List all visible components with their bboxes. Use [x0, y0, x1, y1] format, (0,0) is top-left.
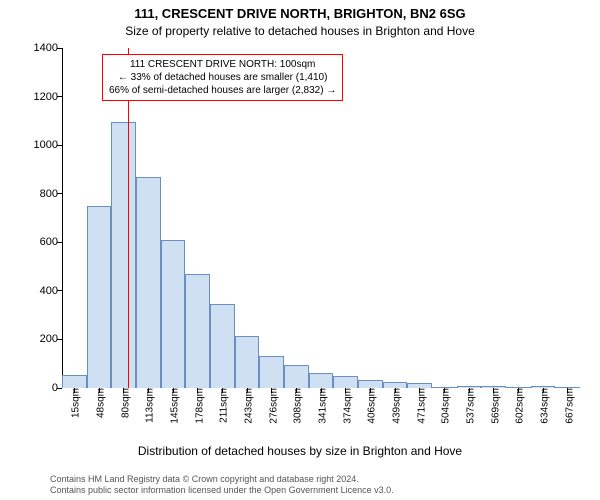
plot-area: 020040060080010001200140015sqm48sqm80sqm…	[62, 48, 580, 388]
histogram-bar	[259, 356, 284, 388]
histogram-bar	[161, 240, 186, 388]
y-axis-line	[62, 48, 63, 388]
x-tick-label: 80sqm	[116, 388, 131, 418]
chart-title-line1: 111, CRESCENT DRIVE NORTH, BRIGHTON, BN2…	[0, 6, 600, 21]
y-tick-label: 1000	[26, 139, 62, 151]
footer-line1: Contains HM Land Registry data © Crown c…	[50, 474, 394, 485]
x-tick-label: 145sqm	[166, 388, 181, 424]
footer-attribution: Contains HM Land Registry data © Crown c…	[50, 474, 394, 497]
x-tick-label: 569sqm	[486, 388, 501, 424]
y-tick-label: 600	[26, 236, 62, 248]
annotation-line3: 66% of semi-detached houses are larger (…	[109, 84, 336, 97]
histogram-bar	[185, 274, 210, 388]
histogram-bar	[309, 373, 334, 388]
x-tick-label: 471sqm	[412, 388, 427, 424]
x-axis-label: Distribution of detached houses by size …	[0, 444, 600, 458]
x-tick-label: 439sqm	[388, 388, 403, 424]
y-tick-label: 0	[26, 382, 62, 394]
histogram-bar	[136, 177, 161, 388]
x-tick-label: 308sqm	[289, 388, 304, 424]
x-tick-label: 243sqm	[240, 388, 255, 424]
x-tick-label: 537sqm	[462, 388, 477, 424]
y-tick-label: 1200	[26, 91, 62, 103]
x-tick-label: 276sqm	[264, 388, 279, 424]
x-tick-label: 374sqm	[338, 388, 353, 424]
x-tick-label: 48sqm	[92, 388, 107, 418]
x-tick-label: 15sqm	[67, 388, 82, 418]
chart-title-line2: Size of property relative to detached ho…	[0, 24, 600, 38]
chart-container: 111, CRESCENT DRIVE NORTH, BRIGHTON, BN2…	[0, 0, 600, 500]
annotation-box: 111 CRESCENT DRIVE NORTH: 100sqm← 33% of…	[102, 54, 343, 101]
histogram-bar	[235, 336, 260, 388]
histogram-bar	[284, 365, 309, 388]
y-tick-label: 200	[26, 333, 62, 345]
histogram-bar	[111, 122, 136, 388]
footer-line2: Contains public sector information licen…	[50, 485, 394, 496]
histogram-bar	[87, 206, 112, 388]
y-tick-label: 400	[26, 285, 62, 297]
histogram-bar	[210, 304, 235, 388]
x-tick-label: 178sqm	[190, 388, 205, 424]
annotation-line2: ← 33% of detached houses are smaller (1,…	[109, 71, 336, 84]
histogram-bar	[62, 375, 87, 388]
histogram-bar	[333, 376, 358, 388]
x-tick-label: 667sqm	[560, 388, 575, 424]
x-tick-label: 341sqm	[314, 388, 329, 424]
annotation-line1: 111 CRESCENT DRIVE NORTH: 100sqm	[109, 58, 336, 71]
y-tick-label: 1400	[26, 42, 62, 54]
x-tick-label: 634sqm	[536, 388, 551, 424]
x-tick-label: 504sqm	[437, 388, 452, 424]
x-tick-label: 113sqm	[141, 388, 156, 423]
x-tick-label: 406sqm	[363, 388, 378, 424]
x-tick-label: 602sqm	[511, 388, 526, 424]
y-tick-label: 800	[26, 188, 62, 200]
histogram-bar	[358, 380, 383, 389]
x-tick-label: 211sqm	[215, 388, 230, 423]
